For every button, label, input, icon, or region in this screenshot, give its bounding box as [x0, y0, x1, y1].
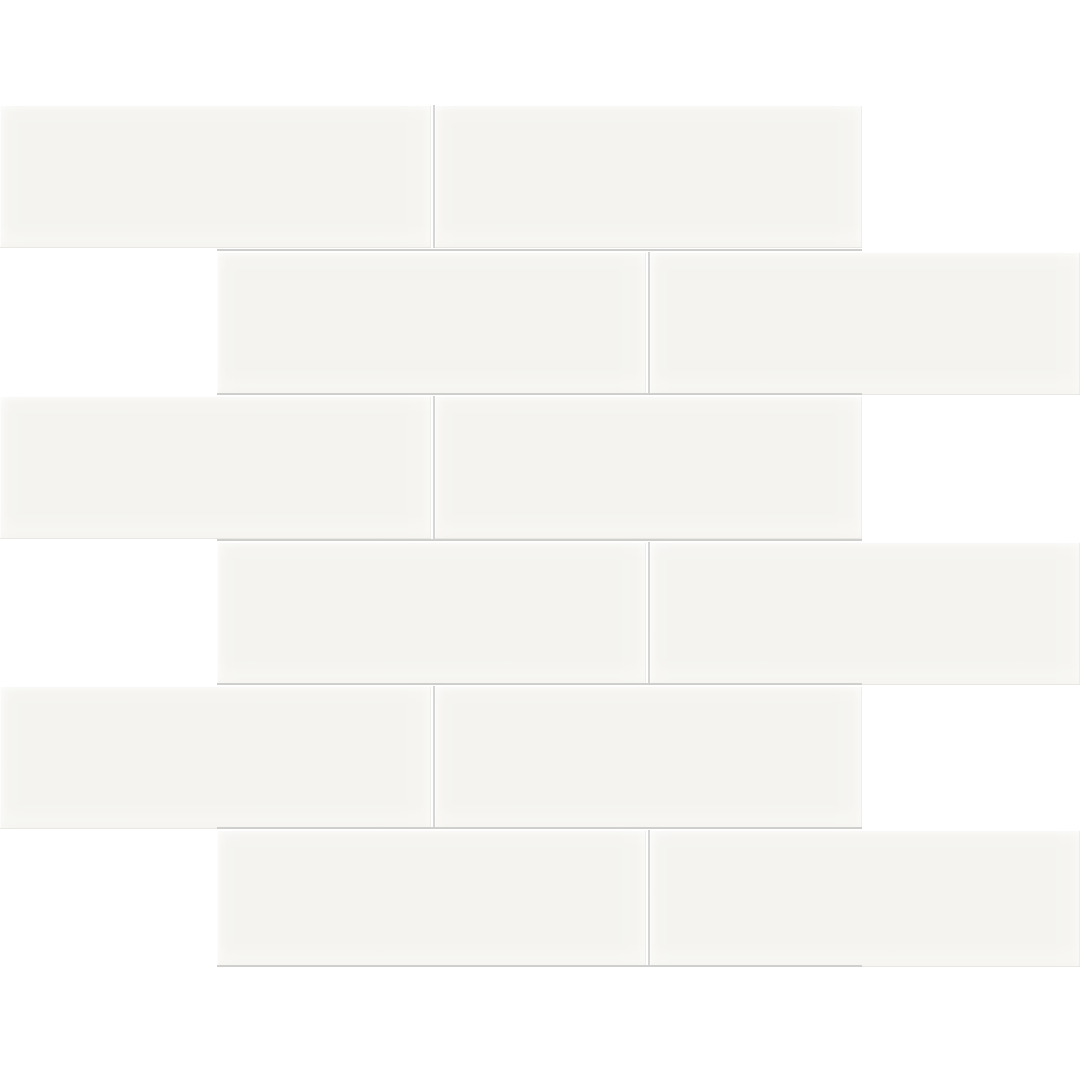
tile-2-1 [217, 252, 646, 395]
tile-1-1 [0, 105, 431, 248]
row-5-vertical-grout-1 [433, 686, 435, 829]
row-1-vertical-grout-1 [433, 105, 435, 248]
row-4 [217, 542, 1080, 685]
row-3 [0, 396, 862, 539]
row-2 [217, 252, 1080, 395]
tile-5-2 [435, 686, 862, 829]
tile-3-1 [0, 396, 431, 539]
row-4-vertical-grout-1 [648, 542, 650, 685]
tile-1-2 [435, 105, 862, 248]
tile-3-2 [435, 396, 862, 539]
row-5 [0, 686, 862, 829]
row-1 [0, 105, 862, 248]
tile-6-1 [217, 830, 646, 967]
seam-h-5 [217, 827, 862, 829]
row-6 [217, 830, 1080, 967]
row-2-vertical-grout-1 [648, 252, 650, 395]
seam-h-1 [217, 249, 862, 251]
seam-h-4 [217, 683, 862, 685]
tile-2-2 [650, 252, 1080, 395]
row-3-vertical-grout-1 [433, 396, 435, 539]
tile-5-1 [0, 686, 431, 829]
seam-h-2 [217, 393, 862, 395]
tile-4-1 [217, 542, 646, 685]
tile-6-2 [650, 830, 1080, 967]
seam-h-3 [217, 539, 862, 541]
seam-h-6 [217, 965, 862, 967]
tile-4-2 [650, 542, 1080, 685]
row-6-vertical-grout-1 [648, 830, 650, 967]
